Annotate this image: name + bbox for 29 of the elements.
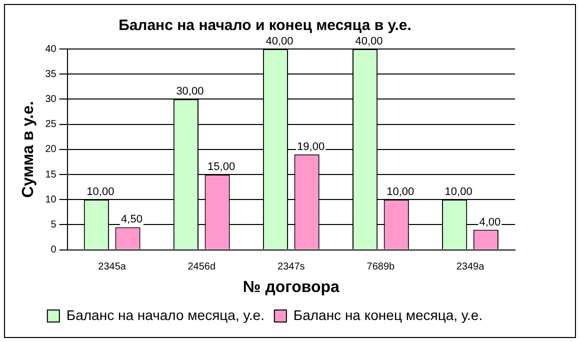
data-label: 4,00	[479, 216, 501, 228]
y-tick-label: 10	[45, 194, 57, 206]
data-label: 10,00	[386, 186, 414, 198]
x-axis-title: № договора	[242, 278, 340, 296]
data-label: 40,00	[266, 36, 294, 48]
x-tick-label: 2456d	[188, 262, 216, 273]
y-tick-label: 40	[45, 44, 57, 55]
y-tick-label: 35	[45, 68, 57, 80]
chart-title: Баланс на начало и конец месяца в у.е.	[118, 17, 412, 34]
data-label: 10,00	[86, 186, 114, 198]
y-tick-label: 20	[45, 144, 57, 156]
x-tick-label: 7689b	[366, 262, 396, 273]
x-tick-label: 2347s	[278, 262, 305, 273]
data-label: 4,50	[121, 214, 142, 226]
data-label: 10,00	[444, 186, 472, 198]
legend-label: Баланс на конец месяца, у.е.	[293, 306, 483, 323]
x-tick-label: 2349a	[456, 262, 485, 273]
y-tick-label: 15	[45, 169, 57, 180]
legend-label: Баланс на начало месяца, у.е.	[66, 306, 264, 323]
y-tick-label: 30	[45, 94, 57, 105]
x-tick-label: 2345a	[98, 262, 126, 273]
y-tick-label: 0	[50, 244, 57, 256]
y-tick-label: 5	[50, 219, 57, 230]
data-label: 30,00	[176, 86, 204, 98]
data-label: 40,00	[355, 36, 383, 48]
y-axis-title: Сумма в у.е.	[20, 101, 38, 198]
y-tick-label: 25	[45, 119, 57, 130]
data-label: 19,00	[297, 140, 325, 153]
data-label: 15,00	[208, 161, 236, 174]
